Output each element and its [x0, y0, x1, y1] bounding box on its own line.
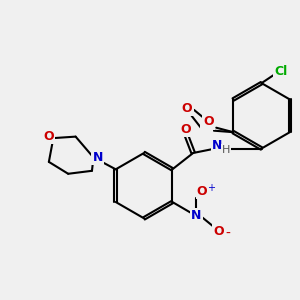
Text: O: O: [214, 225, 224, 238]
Text: O: O: [203, 115, 214, 128]
Text: O: O: [197, 185, 207, 198]
Text: N: N: [93, 151, 103, 164]
Text: O: O: [201, 120, 212, 133]
Text: -: -: [226, 227, 230, 241]
Text: H: H: [222, 145, 230, 155]
Text: N: N: [191, 209, 201, 223]
Text: O: O: [182, 102, 193, 115]
Text: +: +: [207, 183, 215, 193]
Text: N: N: [212, 139, 222, 152]
Text: O: O: [44, 130, 54, 143]
Text: Cl: Cl: [274, 65, 287, 78]
Text: O: O: [180, 123, 191, 136]
